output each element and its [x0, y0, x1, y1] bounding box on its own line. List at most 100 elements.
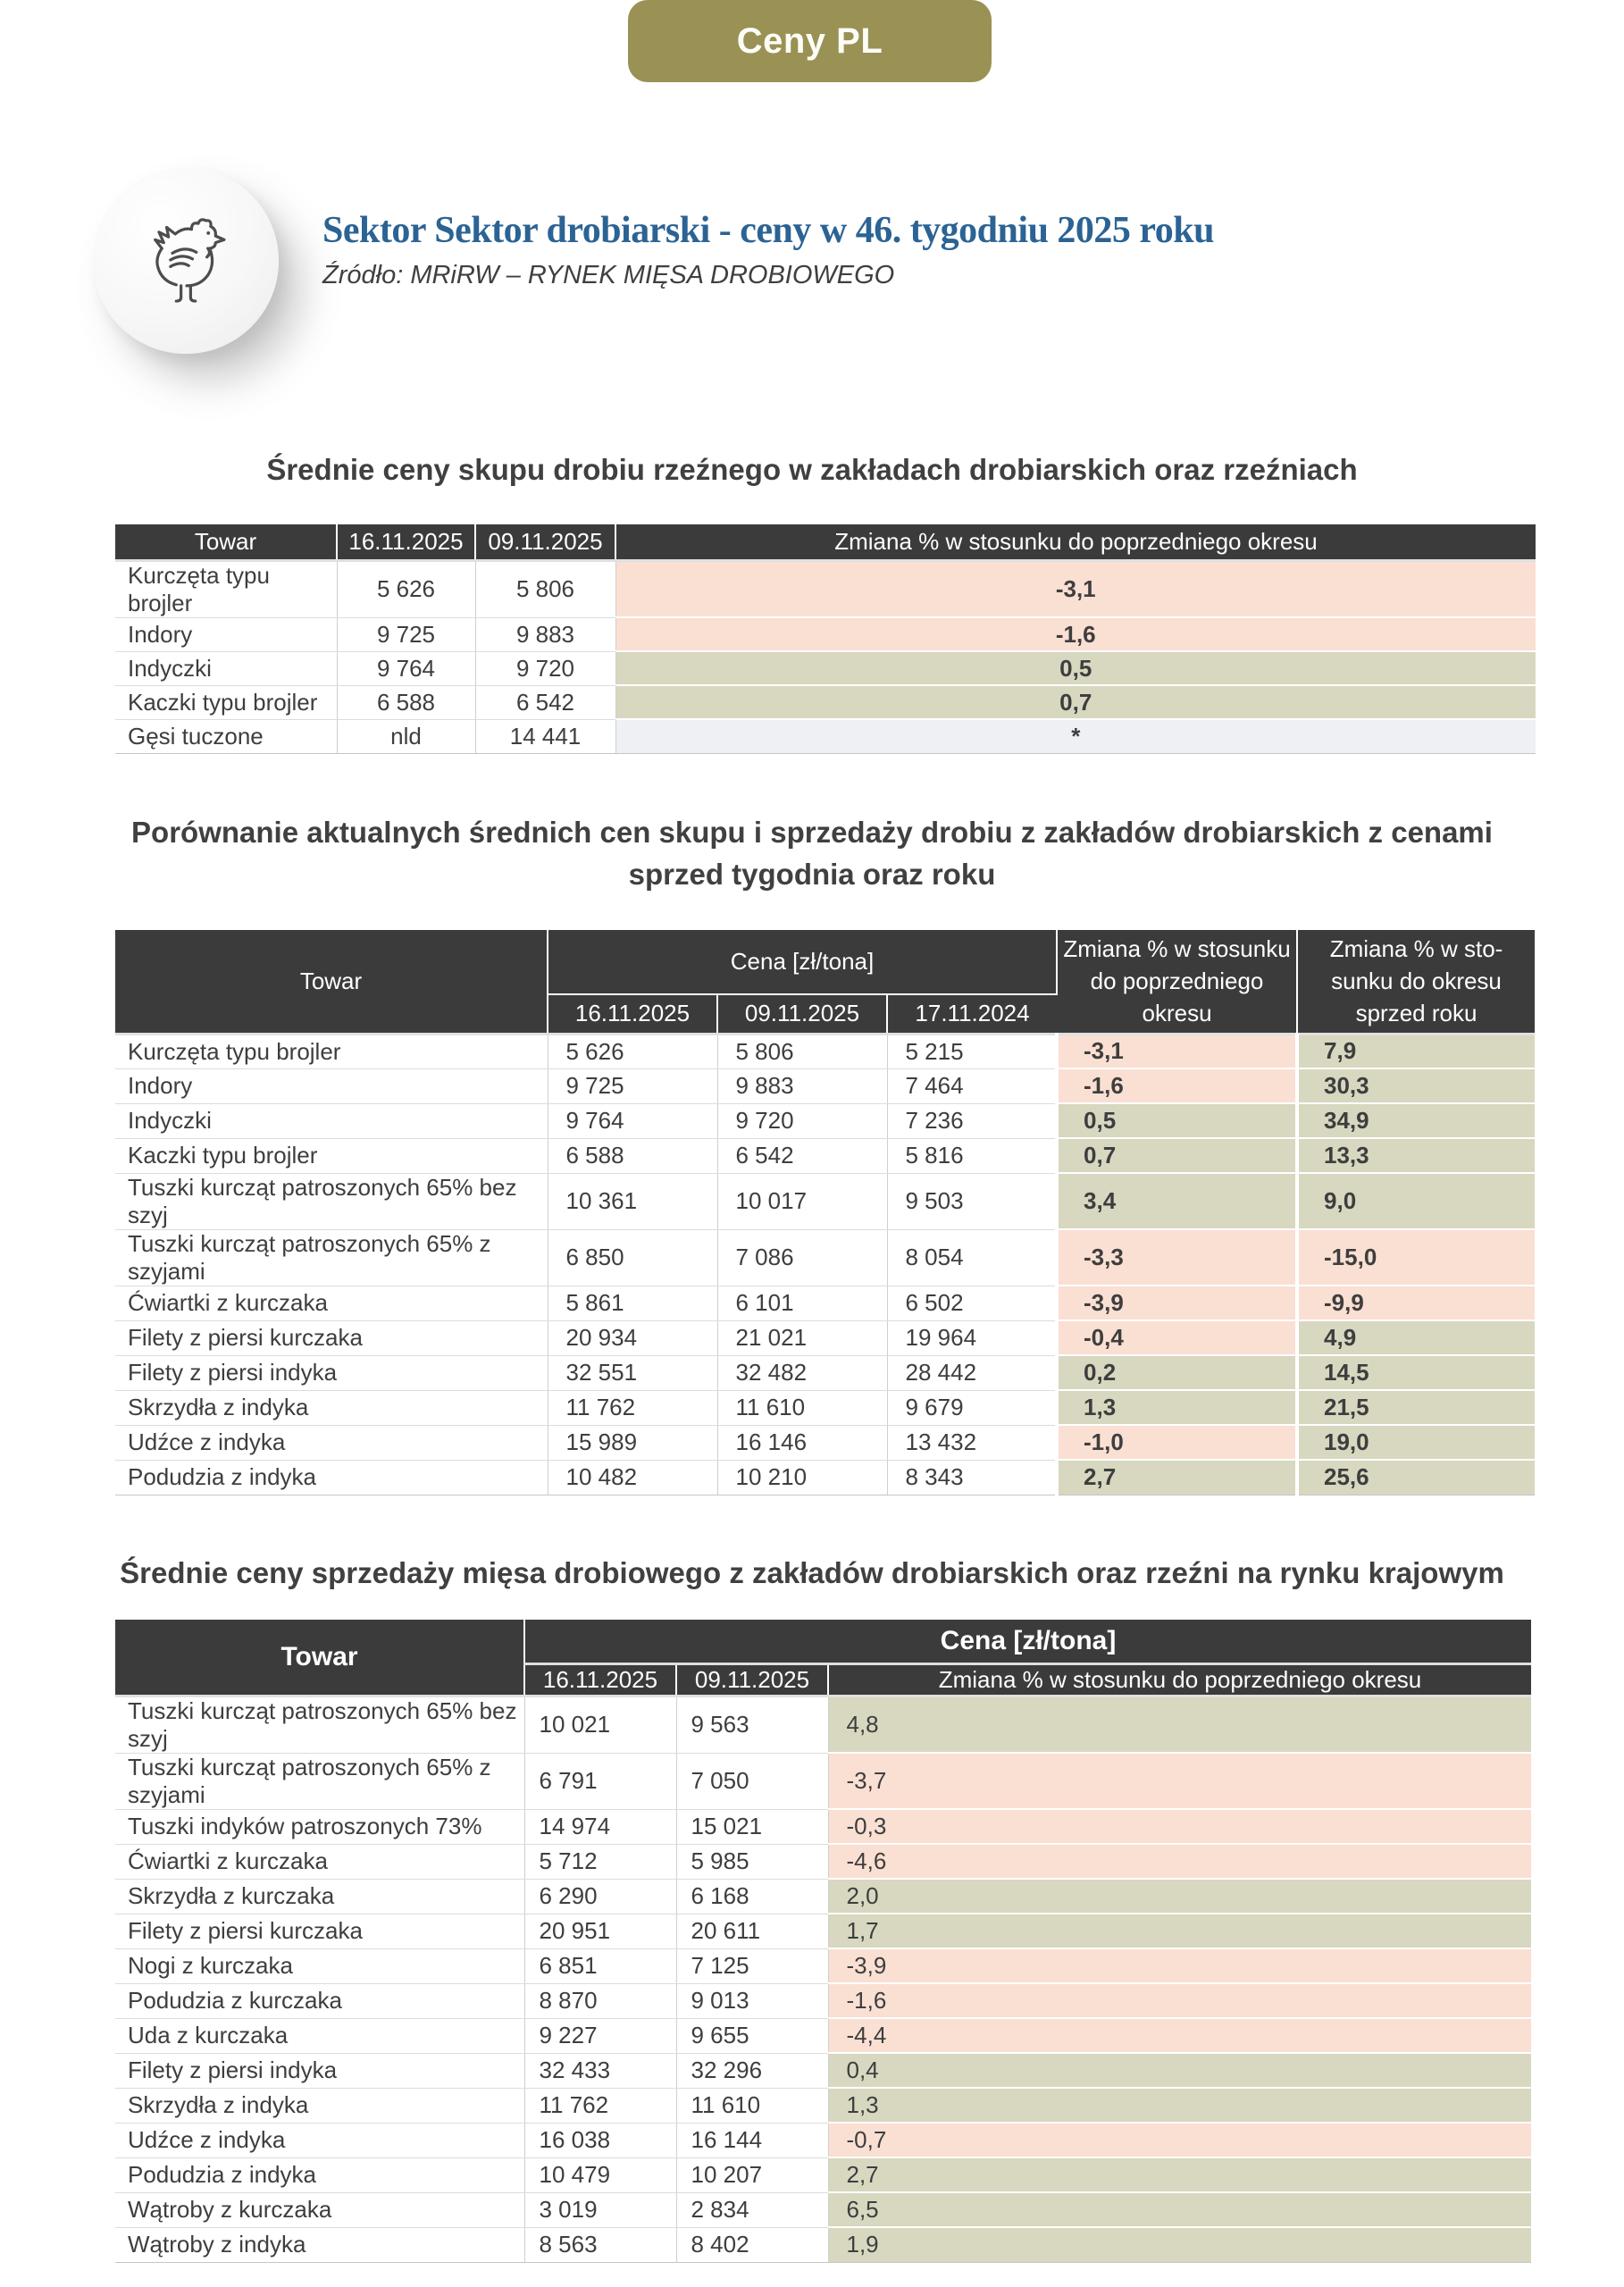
table-row: Filety z piersi kurczaka 20 951 20 611 1…	[115, 1914, 1531, 1949]
product-cell: Udźce z indyka	[115, 2123, 525, 2158]
price-cell: 10 482	[548, 1460, 718, 1495]
table-subheader-row: 16.11.2025 09.11.2025 Zmiana % w stosunk…	[115, 1663, 1531, 1697]
price-cell: 16 038	[524, 2123, 677, 2158]
price-cell: 6 168	[676, 1879, 829, 1914]
price-cell: 5 985	[676, 1844, 829, 1880]
table-header-row: Towar Cena [zł/tona] Zmiana % w stosunku…	[115, 930, 1535, 1035]
price-cell: 6 791	[524, 1753, 677, 1810]
change-year-cell: 7,9	[1295, 1034, 1535, 1069]
price-cell: 5 816	[887, 1138, 1058, 1174]
change-cell: -1,6	[828, 1983, 1531, 2019]
source-line: Źródło: MRiRW – RYNEK MIĘSA DROBIOWEGO	[322, 261, 895, 289]
change-cell: 4,8	[828, 1696, 1531, 1754]
change-cell: -3,1	[615, 560, 1536, 618]
heading-line: Porównanie aktualnych średnich cen skupu…	[131, 816, 1493, 849]
price-cell: 6 502	[887, 1286, 1058, 1321]
price-cell: 32 433	[524, 2053, 677, 2089]
column-header-towar: Towar	[115, 524, 338, 562]
price-cell: 9 764	[548, 1103, 718, 1139]
price-cell: 14 441	[475, 719, 616, 754]
table-row: Uda z kurczaka 9 227 9 655 -4,4	[115, 2018, 1531, 2054]
column-header-towar: Towar	[115, 1620, 525, 1697]
price-cell: 20 611	[676, 1914, 829, 1949]
product-cell: Kaczki typu brojler	[115, 1138, 548, 1174]
product-cell: Wątroby z indyka	[115, 2227, 525, 2263]
table-row: Podudzia z kurczaka 8 870 9 013 -1,6	[115, 1983, 1531, 2019]
table-row: Wątroby z kurczaka 3 019 2 834 6,5	[115, 2192, 1531, 2228]
change-year-cell: 19,0	[1295, 1425, 1535, 1461]
price-cell: 21 021	[717, 1320, 888, 1356]
column-header-date2: 09.11.2025	[717, 994, 888, 1035]
change-cell: 2,7	[828, 2157, 1531, 2193]
change-year-cell: 34,9	[1295, 1103, 1535, 1139]
table-row: Podudzia z indyka 10 479 10 207 2,7	[115, 2157, 1531, 2193]
table-header-row: Towar 16.11.2025 09.11.2025 Zmiana % w s…	[115, 524, 1536, 562]
change-cell: -0,3	[828, 1809, 1531, 1845]
price-cell: 5 806	[475, 560, 616, 618]
change-year-cell: -9,9	[1295, 1286, 1535, 1321]
price-cell: 19 964	[887, 1320, 1058, 1356]
price-cell: 16 146	[717, 1425, 888, 1461]
price-cell: 16 144	[676, 2123, 829, 2158]
product-cell: Indory	[115, 617, 338, 652]
column-header-date3: 17.11.2024	[887, 994, 1058, 1035]
table-row: Ćwiartki z kurczaka 5 861 6 101 6 502 -3…	[115, 1286, 1535, 1321]
price-cell: 9 227	[524, 2018, 677, 2054]
price-cell: 6 850	[548, 1229, 718, 1286]
table-row: Tuszki kurcząt patroszonych 65% bez szyj…	[115, 1173, 1535, 1230]
change-week-cell: 3,4	[1055, 1173, 1298, 1230]
price-cell: 9 725	[548, 1068, 718, 1104]
change-year-cell: 4,9	[1295, 1320, 1535, 1356]
price-cell: 5 626	[548, 1034, 718, 1069]
price-cell: 8 402	[676, 2227, 829, 2263]
product-cell: Indory	[115, 1068, 548, 1104]
table-row: Skrzydła z indyka 11 762 11 610 1,3	[115, 2088, 1531, 2124]
change-week-cell: 0,2	[1055, 1355, 1298, 1391]
change-week-cell: -1,0	[1055, 1425, 1298, 1461]
change-cell: 0,5	[615, 651, 1536, 686]
table-row: Filety z piersi indyka 32 433 32 296 0,4	[115, 2053, 1531, 2089]
change-year-cell: 25,6	[1295, 1460, 1535, 1495]
change-week-cell: -3,9	[1055, 1286, 1298, 1321]
price-cell: 5 806	[717, 1034, 888, 1069]
price-cell: 20 934	[548, 1320, 718, 1356]
price-cell: 11 762	[524, 2088, 677, 2124]
table-row: Podudzia z indyka 10 482 10 210 8 343 2,…	[115, 1460, 1535, 1495]
table-sprzedaz: Towar Cena [zł/tona] 16.11.2025 09.11.20…	[115, 1620, 1531, 2263]
table-header-row: Towar Cena [zł/tona]	[115, 1620, 1531, 1697]
change-cell: 0,7	[615, 685, 1536, 720]
table-row: Tuszki indyków patroszonych 73% 14 974 1…	[115, 1809, 1531, 1845]
product-cell: Nogi z kurczaka	[115, 1948, 525, 1984]
change-year-cell: 14,5	[1295, 1355, 1535, 1391]
price-cell: 6 588	[337, 685, 476, 720]
price-cell: 5 712	[524, 1844, 677, 1880]
price-cell: 32 296	[676, 2053, 829, 2089]
product-cell: Filety z piersi kurczaka	[115, 1914, 525, 1949]
product-cell: Podudzia z indyka	[115, 1460, 548, 1495]
column-header-change-week: Zmiana % w stosunku do poprzedniego okre…	[1057, 930, 1299, 1035]
product-cell: Wątroby z kurczaka	[115, 2192, 525, 2228]
chicken-icon	[154, 218, 226, 303]
price-cell: 11 610	[676, 2088, 829, 2124]
section-heading-sprzedaz: Średnie ceny sprzedaży mięsa drobiowego …	[120, 1556, 1504, 1589]
table-row: Gęsi tuczone nld 14 441 *	[115, 719, 1536, 754]
price-cell: 9 720	[717, 1103, 888, 1139]
price-cell: 9 563	[676, 1696, 829, 1754]
price-cell: 10 361	[548, 1173, 718, 1230]
product-cell: Ćwiartki z kurczaka	[115, 1844, 525, 1880]
column-header-change-year: Zmiana % w sto- sunku do okresu sprzed r…	[1297, 930, 1535, 1035]
price-cell: 6 101	[717, 1286, 888, 1321]
change-cell: 2,0	[828, 1879, 1531, 1914]
price-cell: 32 551	[548, 1355, 718, 1391]
price-cell: 11 610	[717, 1390, 888, 1426]
price-cell: 13 432	[887, 1425, 1058, 1461]
price-cell: 9 764	[337, 651, 476, 686]
table-row: Tuszki kurcząt patroszonych 65% z szyjam…	[115, 1229, 1535, 1286]
price-cell: 7 050	[676, 1753, 829, 1810]
table-row: Skrzydła z indyka 11 762 11 610 9 679 1,…	[115, 1390, 1535, 1426]
table-row: Skrzydła z kurczaka 6 290 6 168 2,0	[115, 1879, 1531, 1914]
header-line: sprzed roku	[1355, 1000, 1478, 1027]
change-week-cell: -3,3	[1055, 1229, 1298, 1286]
header-line: Zmiana % w stosunku	[1063, 935, 1291, 963]
change-year-cell: 30,3	[1295, 1068, 1535, 1104]
